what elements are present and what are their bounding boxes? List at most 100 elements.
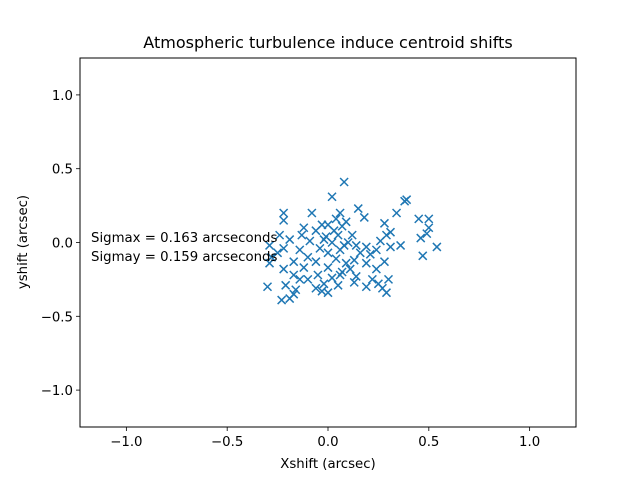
y-tick-label: −1.0 (41, 384, 73, 399)
data-point-marker (295, 274, 305, 284)
data-point-marker (339, 177, 349, 187)
data-point-marker (416, 233, 426, 243)
data-point-marker (299, 263, 309, 273)
data-point-marker (385, 242, 396, 252)
data-point-marker (307, 208, 317, 218)
data-point-marker (347, 230, 357, 240)
data-point-marker (345, 264, 355, 274)
data-point-marker (281, 280, 291, 290)
y-tick-label: 1.0 (52, 89, 73, 104)
data-point-marker (297, 230, 307, 240)
data-point-marker (375, 236, 385, 246)
data-point-marker (349, 277, 359, 287)
data-point-marker (291, 285, 301, 295)
data-point-marker (353, 204, 363, 214)
data-point-marker (337, 221, 347, 231)
y-axis-label: yshift (arcsec) (16, 195, 31, 289)
data-point-marker (313, 270, 323, 280)
data-point-marker (392, 208, 402, 218)
data-point-marker (341, 258, 351, 268)
data-point-marker (311, 226, 321, 236)
data-point-marker (311, 283, 321, 293)
data-point-marker (343, 237, 353, 248)
data-point-marker (285, 235, 295, 245)
data-point-marker (319, 279, 329, 289)
data-point-marker (351, 271, 361, 281)
data-point-marker (335, 208, 345, 218)
x-tick-label: 1.0 (519, 435, 540, 450)
data-point-marker (355, 248, 365, 258)
data-point-marker (277, 295, 287, 305)
data-point-marker (371, 264, 381, 274)
x-axis-label: Xshift (arcsec) (280, 457, 375, 472)
data-point-marker (303, 252, 313, 262)
data-point-marker (315, 243, 325, 253)
data-point-marker (379, 257, 389, 267)
data-point-marker (264, 240, 275, 250)
x-axis-ticks: −1.0 −0.5 0.0 0.5 1.0 (110, 427, 540, 450)
data-point-marker (327, 192, 337, 202)
y-tick-label: 0.0 (52, 237, 73, 252)
data-point-marker (279, 215, 289, 225)
data-point-marker (400, 196, 410, 206)
data-point-marker (422, 229, 432, 239)
data-point-marker (385, 227, 396, 237)
data-point-marker (333, 280, 343, 290)
data-point-marker (396, 240, 406, 250)
data-point-marker (367, 274, 377, 284)
data-point-marker (319, 235, 329, 245)
data-point-marker (267, 252, 277, 262)
data-point-marker (303, 274, 313, 284)
data-point-marker (285, 294, 295, 304)
data-point-marker (383, 274, 394, 284)
data-point-marker (305, 236, 315, 246)
data-point-marker (361, 258, 371, 268)
data-point-marker (359, 212, 369, 222)
data-point-marker (331, 254, 341, 264)
x-tick-label: 0.5 (418, 435, 439, 450)
data-point-marker (424, 223, 434, 233)
data-point-marker (327, 273, 337, 283)
data-point-marker (299, 223, 309, 233)
sigmax-annotation: Sigmax = 0.163 arcseconds (91, 231, 277, 246)
data-point-marker (275, 230, 285, 240)
data-point-marker (323, 263, 333, 273)
data-point-marker (279, 208, 289, 218)
data-point-marker (424, 214, 434, 224)
data-point-marker (331, 214, 341, 224)
data-point-marker (333, 230, 343, 240)
data-point-marker (361, 282, 371, 292)
plot-area (262, 177, 442, 305)
data-point-marker (279, 264, 289, 274)
data-point-marker (295, 245, 305, 255)
data-point-marker (289, 270, 299, 280)
data-point-marker (262, 282, 273, 292)
x-tick-label: −1.0 (110, 435, 142, 450)
sigmay-annotation: Sigmay = 0.159 arcseconds (91, 250, 277, 265)
data-point-marker (418, 251, 428, 261)
data-point-marker (289, 257, 299, 267)
data-point-marker (379, 218, 389, 228)
y-axis-ticks: −1.0 −0.5 0.0 0.5 1.0 (41, 89, 80, 399)
data-point-marker (337, 267, 347, 277)
x-tick-label: −0.5 (211, 435, 243, 450)
data-point-marker (264, 258, 275, 268)
data-point-marker (432, 242, 442, 252)
data-point-marker (311, 257, 321, 267)
data-point-marker (414, 214, 424, 224)
data-point-marker (323, 288, 333, 298)
chart-title: Atmospheric turbulence induce centroid s… (143, 33, 512, 52)
data-point-marker (381, 288, 392, 298)
y-tick-label: −0.5 (41, 310, 73, 325)
data-point-marker (279, 243, 289, 253)
data-point-marker (327, 237, 337, 248)
x-tick-label: 0.0 (317, 435, 338, 450)
data-point-marker (371, 245, 381, 255)
data-point-marker (351, 240, 361, 250)
data-point-marker (323, 248, 333, 258)
data-point-marker (365, 249, 375, 259)
y-tick-label: 0.5 (52, 163, 73, 178)
plot-frame (79, 57, 577, 428)
